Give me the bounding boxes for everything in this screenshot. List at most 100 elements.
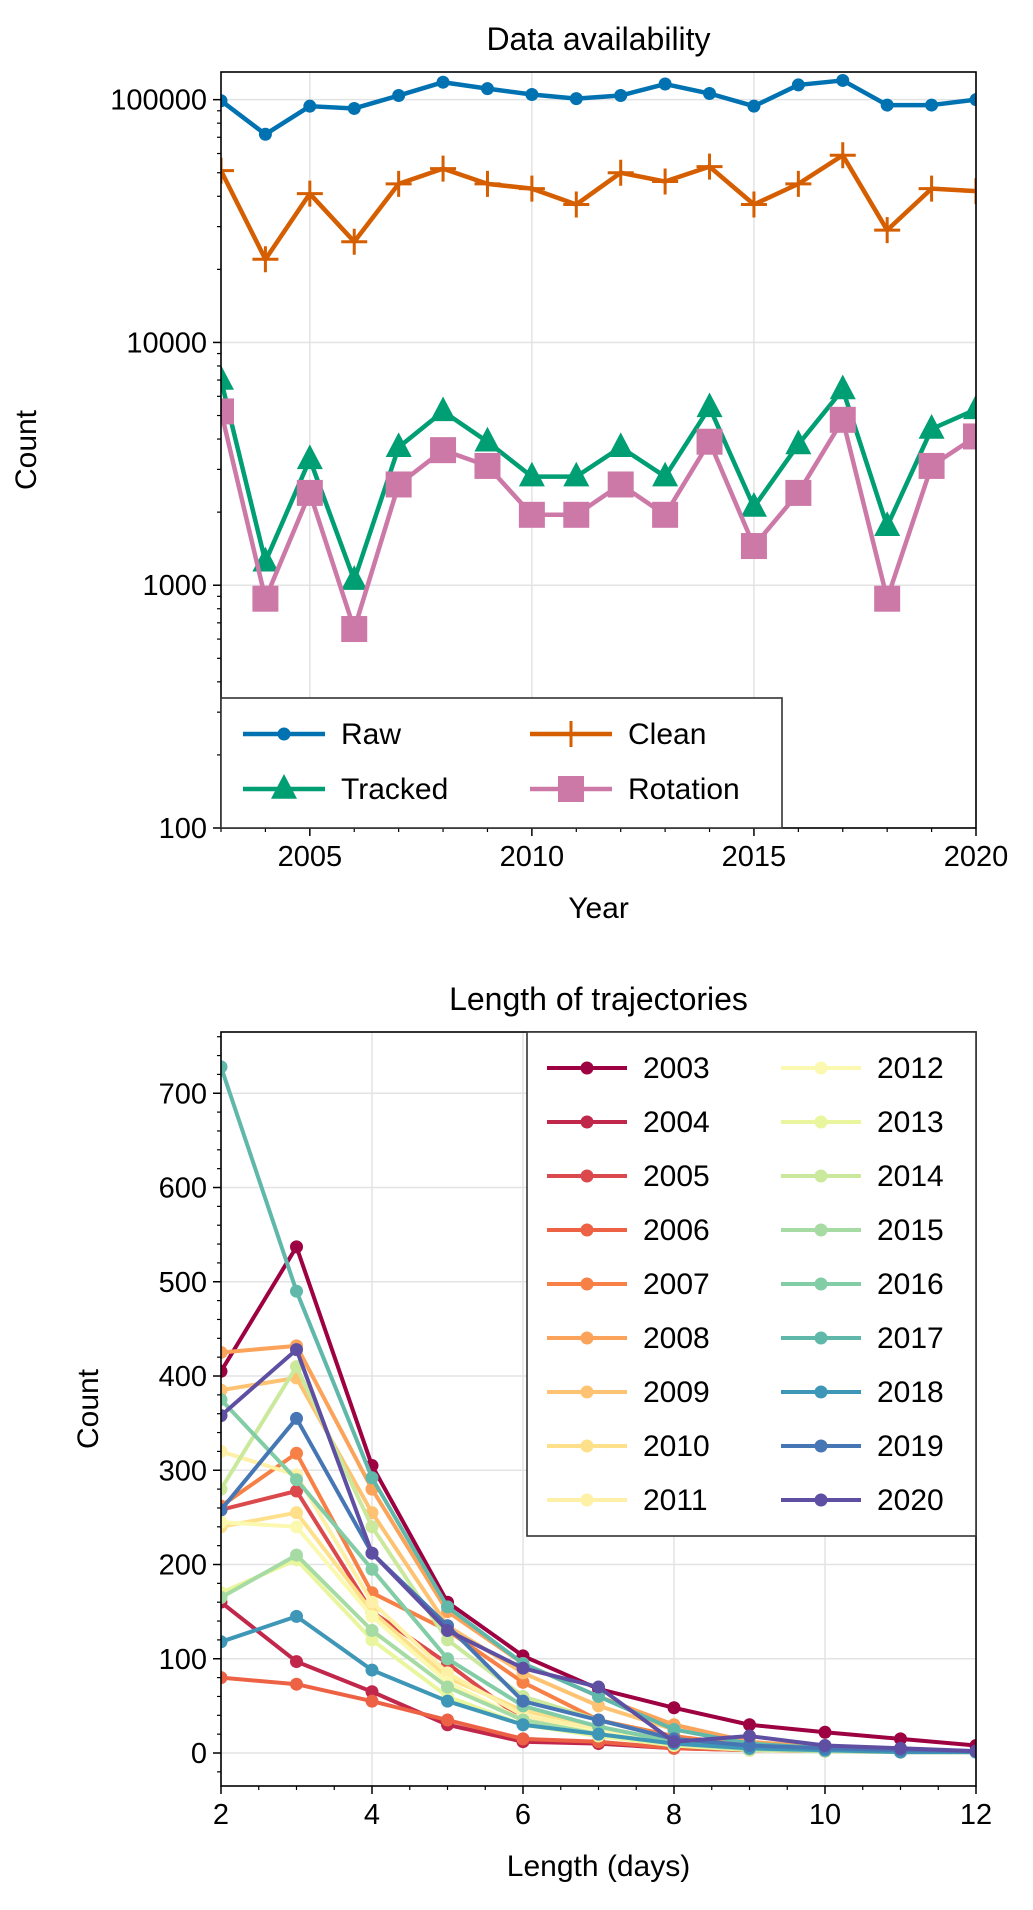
data-point xyxy=(516,1732,530,1746)
legend-marker xyxy=(814,1169,828,1183)
data-point xyxy=(303,99,317,113)
legend-entry-2019: 2019 xyxy=(781,1430,944,1463)
data-point xyxy=(441,1600,454,1614)
data-point xyxy=(740,191,767,218)
data-point xyxy=(296,180,323,207)
x-axis-label: Length (days) xyxy=(507,1850,690,1883)
data-point xyxy=(385,432,412,458)
x-tick-label: 12 xyxy=(960,1799,992,1831)
data-point xyxy=(296,479,323,506)
data-point xyxy=(365,1562,379,1576)
data-point xyxy=(290,1240,303,1254)
data-point xyxy=(221,157,234,184)
data-point xyxy=(696,392,723,418)
legend-entry-2011: 2011 xyxy=(547,1484,708,1517)
data-point xyxy=(290,1284,303,1298)
legend-marker xyxy=(814,1115,828,1129)
data-point xyxy=(221,365,234,390)
data-point xyxy=(516,1675,530,1689)
x-tick-label: 2005 xyxy=(278,841,343,873)
data-point xyxy=(441,1713,454,1727)
data-point xyxy=(829,406,856,433)
data-point xyxy=(290,1343,303,1357)
data-point xyxy=(743,1738,756,1752)
data-point xyxy=(290,1609,303,1623)
legend-entry-2007: 2007 xyxy=(547,1268,710,1301)
legend-label: 2015 xyxy=(877,1214,944,1247)
legend-entry-2013: 2013 xyxy=(781,1106,944,1139)
data-point xyxy=(969,93,976,107)
data-point xyxy=(221,1444,228,1458)
legend-box xyxy=(220,697,783,829)
data-point xyxy=(563,501,590,528)
data-point xyxy=(667,1735,681,1749)
legend-label: 2004 xyxy=(643,1106,710,1139)
y-tick-label: 100 xyxy=(159,813,207,845)
data-point xyxy=(221,94,228,108)
data-point xyxy=(607,471,634,498)
data-point xyxy=(365,1685,379,1699)
data-point xyxy=(385,471,412,498)
legend-entry-2014: 2014 xyxy=(781,1160,944,1193)
series-line xyxy=(221,410,976,632)
data-point xyxy=(963,178,976,205)
data-point xyxy=(874,217,901,244)
data-point xyxy=(969,1744,976,1758)
data-point xyxy=(696,428,723,455)
y-tick-label: 500 xyxy=(159,1267,207,1299)
data-point xyxy=(347,101,361,115)
x-tick-label: 2020 xyxy=(944,841,1009,873)
legend: 2003 2004 2005 2006 2007 2008 2009 2010 2011 2012… xyxy=(526,1031,977,1537)
y-tick-label: 1000 xyxy=(142,570,207,602)
legend-marker xyxy=(580,1439,594,1453)
data-point xyxy=(592,1699,605,1713)
y-tick-label: 300 xyxy=(159,1455,207,1487)
data-point xyxy=(703,87,717,101)
legend-marker xyxy=(814,1439,828,1453)
x-tick-label: 4 xyxy=(364,1799,380,1831)
legend-label: 2011 xyxy=(643,1484,708,1517)
legend-label: 2012 xyxy=(877,1052,944,1085)
data-point xyxy=(221,1482,228,1496)
legend-label: 2005 xyxy=(643,1160,710,1193)
chart-title: Length of trajectories xyxy=(449,981,748,1017)
data-point xyxy=(290,1548,303,1562)
data-point xyxy=(963,423,976,450)
series-2020 xyxy=(221,1343,976,1758)
legend-label: 2018 xyxy=(877,1376,944,1409)
plot-area xyxy=(221,73,976,643)
data-point xyxy=(894,1732,907,1746)
data-point xyxy=(341,565,368,590)
x-tick-label: 6 xyxy=(515,1799,531,1831)
legend-marker xyxy=(814,1277,828,1291)
data-point xyxy=(258,127,272,141)
legend-entry-raw: Raw xyxy=(243,718,401,751)
data-point xyxy=(918,414,945,439)
data-point xyxy=(925,98,939,112)
legend-label: 2017 xyxy=(877,1322,944,1355)
x-tick-label: 8 xyxy=(666,1799,682,1831)
data-point xyxy=(518,501,545,528)
y-axis: 0 100 200 300 400 500 600 700 xyxy=(159,1036,221,1773)
legend-label: 2020 xyxy=(877,1484,944,1517)
legend-entry-2012: 2012 xyxy=(781,1052,944,1085)
data-point xyxy=(441,1633,454,1647)
legend-marker xyxy=(580,1169,594,1183)
data-point xyxy=(474,452,501,479)
data-point xyxy=(525,88,539,102)
legend-marker xyxy=(580,1331,594,1345)
data-point xyxy=(290,1484,303,1498)
data-point xyxy=(874,585,901,612)
legend-label: Clean xyxy=(628,718,706,751)
data-point xyxy=(365,1609,379,1623)
data-point xyxy=(341,228,368,255)
data-point xyxy=(441,1694,454,1708)
data-point xyxy=(667,1701,681,1715)
legend: Raw Clean Tracked Rotation xyxy=(220,697,783,829)
data-point xyxy=(652,461,679,487)
data-point xyxy=(430,155,457,182)
data-point xyxy=(791,78,805,92)
y-tick-label: 100000 xyxy=(110,85,207,117)
data-point xyxy=(365,1694,379,1708)
data-point xyxy=(221,1393,228,1407)
